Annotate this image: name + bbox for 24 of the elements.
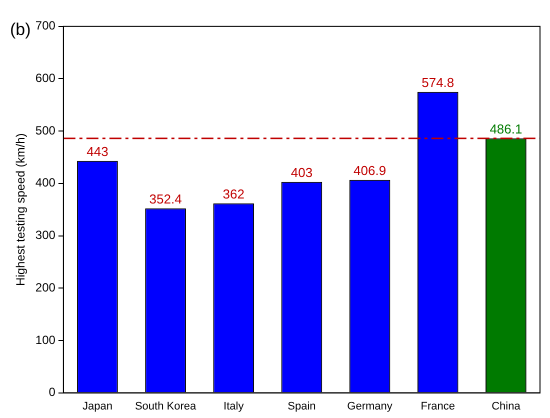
data-label: 352.4 xyxy=(149,191,182,206)
y-tick-label: 600 xyxy=(35,71,56,86)
y-tick-label: 700 xyxy=(35,18,56,33)
y-tick-label: 400 xyxy=(35,176,56,190)
y-tick-label: 500 xyxy=(35,123,56,138)
y-tick-label: 200 xyxy=(35,280,56,294)
data-label: 403 xyxy=(290,164,313,180)
x-tick-label: Italy xyxy=(224,400,244,412)
y-tick-label: 100 xyxy=(35,332,56,347)
y-axis-title: Highest testing speed (km/h) xyxy=(14,133,28,286)
data-label: 486.1 xyxy=(490,121,522,136)
data-label: 443 xyxy=(86,144,108,159)
x-tick-label: Japan xyxy=(82,400,112,412)
x-tick-label: Spain xyxy=(288,400,316,412)
x-tick-label: France xyxy=(420,400,455,412)
data-label: 362 xyxy=(222,186,244,202)
data-label: 574.8 xyxy=(422,75,454,90)
chart-title: (b) xyxy=(10,20,31,39)
data-label: 406.9 xyxy=(354,162,386,178)
x-tick-label: Germany xyxy=(347,400,393,412)
x-tick-label: China xyxy=(492,400,522,412)
x-tick-label: South Korea xyxy=(134,400,198,412)
y-tick-label: 300 xyxy=(35,228,56,242)
y-tick-label: 0 xyxy=(48,385,56,400)
